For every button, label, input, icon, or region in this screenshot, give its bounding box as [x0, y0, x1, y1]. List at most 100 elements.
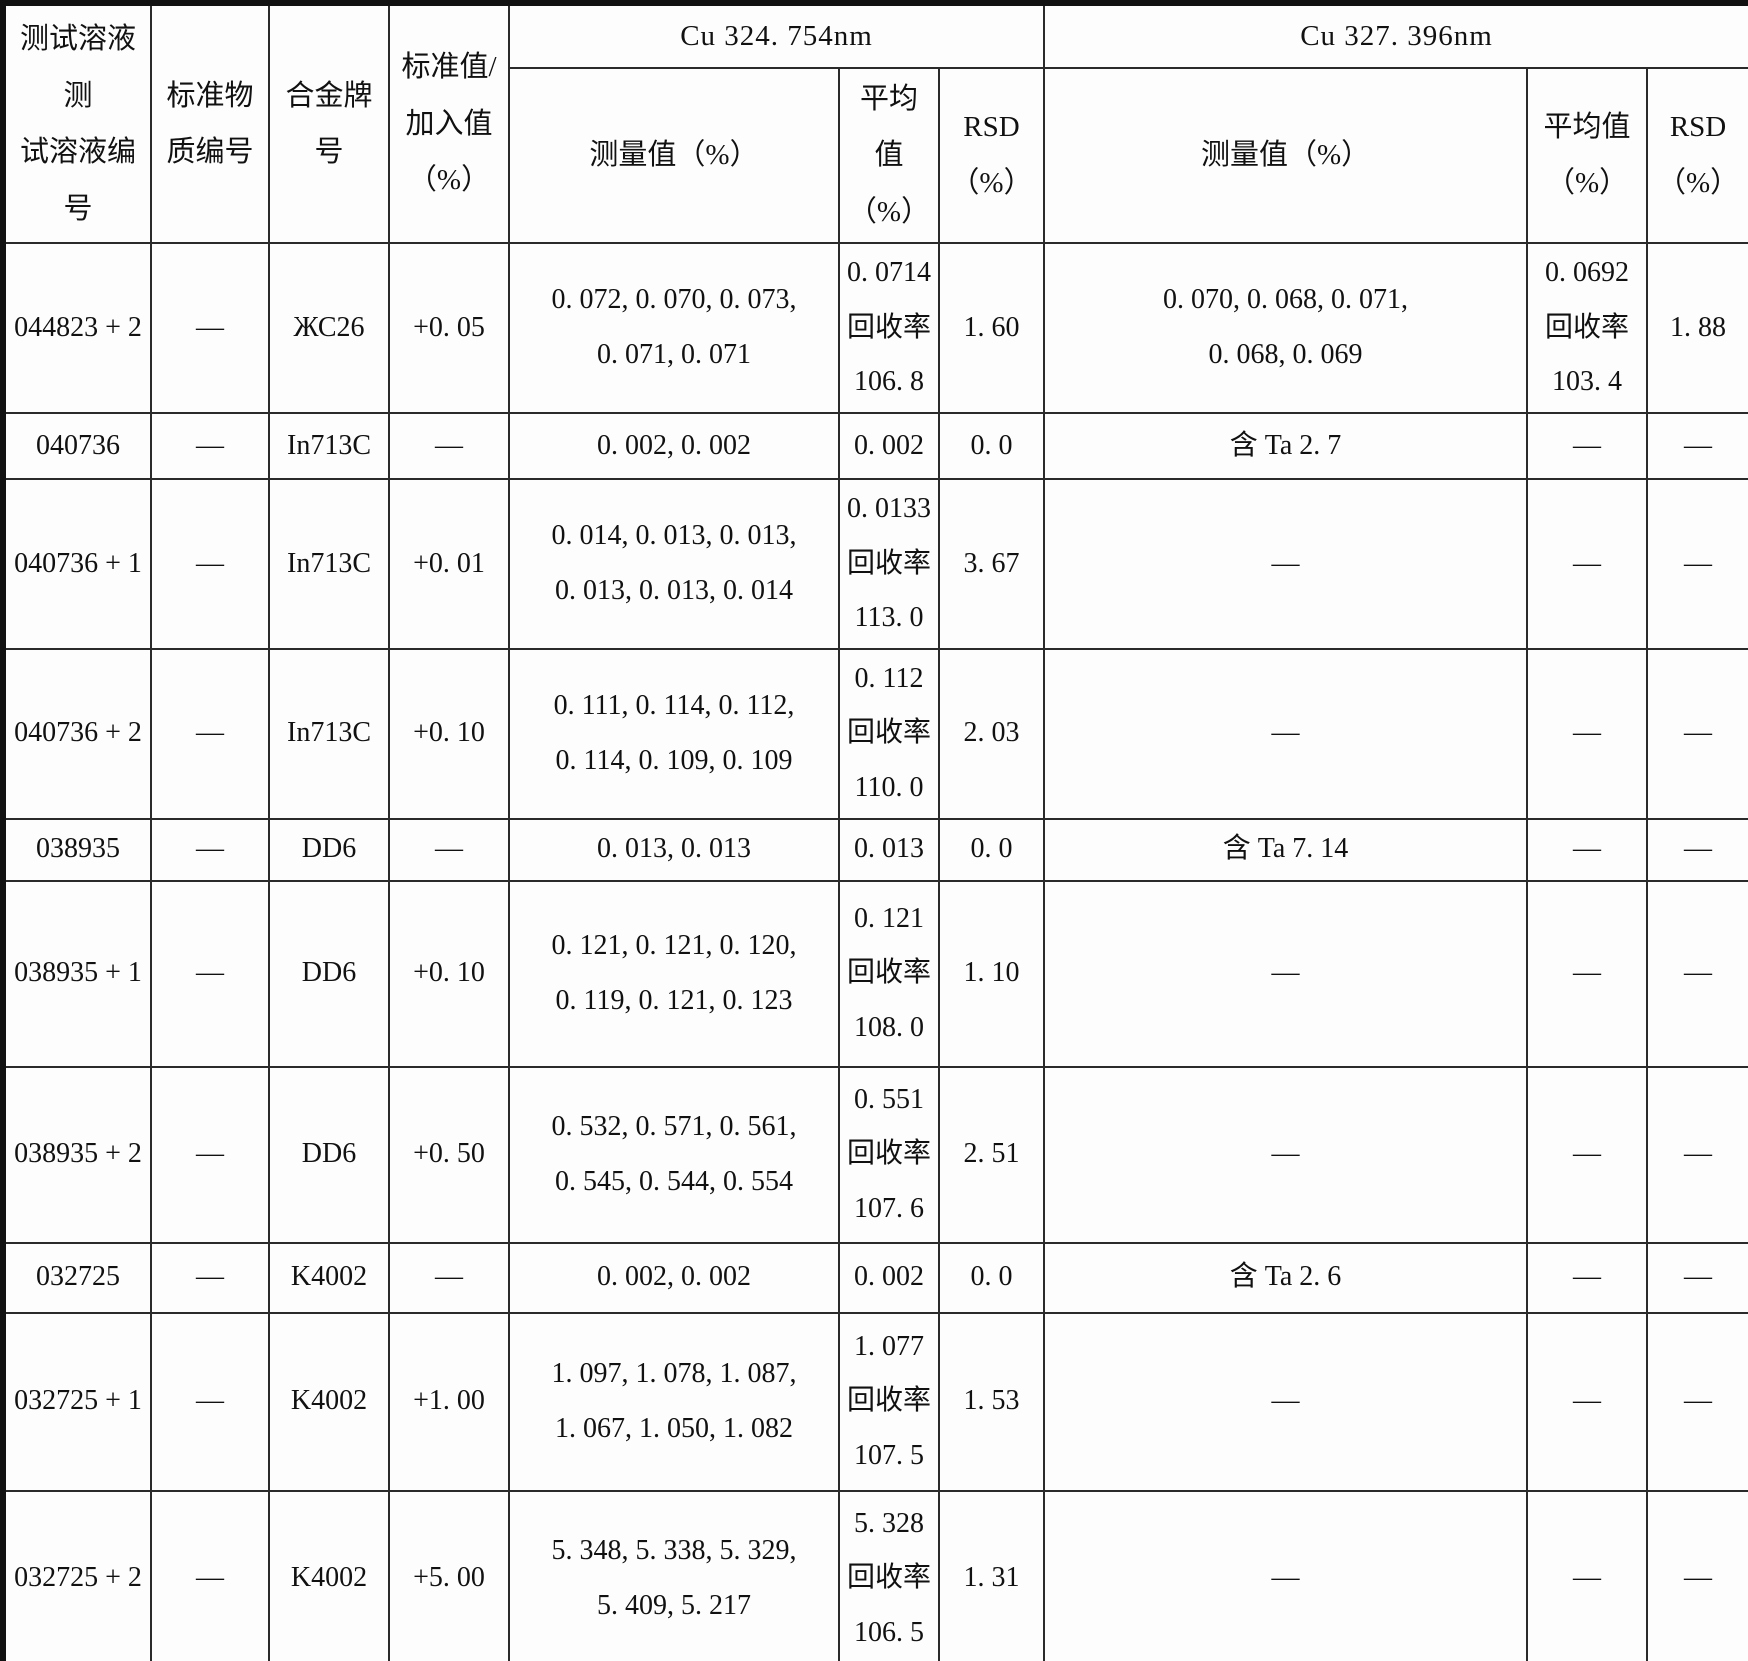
cell-average-327: —: [1526, 411, 1649, 480]
cell-rsd-327: 1. 88: [1646, 242, 1748, 414]
cell-alloy: DD6: [268, 1065, 390, 1244]
cell-rsd-327: —: [1646, 817, 1748, 882]
cell-standard-id: —: [150, 817, 270, 882]
cell-rsd-327: —: [1646, 477, 1748, 650]
header-group-cu-327: Cu 327. 396nm: [1043, 2, 1748, 69]
cell-average-327: —: [1526, 1241, 1649, 1314]
cell-sample-id: 032725: [2, 1241, 152, 1314]
cell-measured-327: 含 Ta 7. 14: [1043, 817, 1529, 882]
cell-measured-324: 0. 002, 0. 002: [508, 411, 840, 480]
cell-rsd-327: —: [1646, 647, 1748, 820]
table-row: 040736 + 2 — In713C +0. 10 0. 111, 0. 11…: [2, 647, 1748, 820]
cell-standard-id: —: [150, 1241, 270, 1314]
cell-standard-id: —: [150, 477, 270, 650]
cell-measured-324: 1. 097, 1. 078, 1. 087, 1. 067, 1. 050, …: [508, 1311, 840, 1492]
cell-rsd-327: —: [1646, 1311, 1748, 1492]
cell-added-value: +0. 05: [388, 242, 510, 414]
header-rsd-324: RSD （%）: [937, 66, 1046, 245]
cell-average-327: —: [1526, 647, 1649, 820]
cell-rsd-324: 1. 60: [937, 242, 1046, 414]
cell-added-value: —: [388, 1241, 510, 1314]
cell-standard-id: —: [150, 647, 270, 820]
cell-standard-id: —: [150, 1311, 270, 1492]
header-group-cu-324: Cu 324. 754nm: [507, 2, 1046, 69]
table-row: 044823 + 2 — ЖС26 +0. 05 0. 072, 0. 070,…: [2, 242, 1748, 414]
cell-measured-327: —: [1043, 1065, 1529, 1244]
table-row: 038935 + 2 — DD6 +0. 50 0. 532, 0. 571, …: [2, 1065, 1748, 1244]
cell-rsd-327: —: [1646, 411, 1748, 480]
cell-sample-id: 044823 + 2: [2, 242, 152, 414]
cell-rsd-324: 3. 67: [937, 477, 1046, 650]
table-row: 032725 + 2 — K4002 +5. 00 5. 348, 5. 338…: [2, 1489, 1748, 1661]
table-row: 038935 — DD6 — 0. 013, 0. 013 0. 013 0. …: [2, 817, 1748, 882]
cell-added-value: +0. 10: [388, 879, 510, 1068]
cell-measured-327: —: [1043, 1311, 1529, 1492]
cell-average-324: 0. 551 回收率 107. 6: [838, 1065, 940, 1244]
cell-measured-324: 5. 348, 5. 338, 5. 329, 5. 409, 5. 217: [508, 1489, 840, 1661]
header-standard-id: 标准物 质编号: [150, 1, 270, 245]
cell-sample-id: 032725 + 1: [2, 1311, 152, 1492]
cell-average-324: 0. 002: [838, 411, 940, 480]
cell-rsd-324: 1. 31: [937, 1489, 1046, 1661]
cell-added-value: —: [388, 817, 510, 882]
cell-rsd-324: 1. 10: [937, 879, 1046, 1068]
header-measured-327: 测量值（%）: [1043, 66, 1529, 245]
header-measured-324: 测量值（%）: [508, 66, 840, 245]
cell-sample-id: 040736 + 2: [2, 647, 152, 820]
cell-alloy: ЖС26: [268, 242, 390, 414]
cell-average-327: —: [1526, 1311, 1649, 1492]
cell-standard-id: —: [150, 1489, 270, 1661]
cell-average-324: 0. 112 回收率 110. 0: [838, 647, 940, 820]
cell-rsd-327: —: [1646, 879, 1748, 1068]
cell-measured-324: 0. 072, 0. 070, 0. 073, 0. 071, 0. 071: [508, 242, 840, 414]
cell-average-327: 0. 0692 回收率 103. 4: [1526, 242, 1649, 414]
cell-standard-id: —: [150, 242, 270, 414]
cell-rsd-324: 0. 0: [937, 411, 1046, 480]
header-row-sub: 测量值（%） 平均值 （%） RSD （%） 测量值（%） 平均值 （%） RS…: [3, 66, 1748, 245]
cell-average-327: —: [1526, 1065, 1649, 1244]
cell-average-327: —: [1526, 1489, 1649, 1661]
cell-added-value: +0. 10: [388, 647, 510, 820]
cell-measured-324: 0. 013, 0. 013: [508, 817, 840, 882]
cell-sample-id: 038935 + 1: [2, 879, 152, 1068]
table-row: 038935 + 1 — DD6 +0. 10 0. 121, 0. 121, …: [2, 879, 1748, 1068]
cell-average-324: 0. 013: [838, 817, 940, 882]
cell-sample-id: 040736 + 1: [2, 477, 152, 650]
cell-measured-324: 0. 111, 0. 114, 0. 112, 0. 114, 0. 109, …: [508, 647, 840, 820]
cell-standard-id: —: [150, 1065, 270, 1244]
header-rsd-327: RSD （%）: [1646, 66, 1748, 245]
cell-sample-id: 032725 + 2: [2, 1489, 152, 1661]
cell-alloy: In713C: [268, 647, 390, 820]
cell-average-324: 0. 0133 回收率 113. 0: [838, 477, 940, 650]
cell-alloy: In713C: [268, 477, 390, 650]
header-added-value: 标准值/ 加入值 （%）: [388, 1, 510, 245]
cell-average-327: —: [1526, 817, 1649, 882]
cell-measured-327: 含 Ta 2. 6: [1043, 1241, 1529, 1314]
cell-rsd-327: —: [1646, 1241, 1748, 1314]
cell-measured-324: 0. 014, 0. 013, 0. 013, 0. 013, 0. 013, …: [508, 477, 840, 650]
cell-alloy: K4002: [268, 1311, 390, 1492]
cell-average-324: 1. 077 回收率 107. 5: [838, 1311, 940, 1492]
cell-alloy: DD6: [268, 817, 390, 882]
header-average-327: 平均值 （%）: [1526, 66, 1649, 245]
cell-average-327: —: [1526, 879, 1649, 1068]
cell-added-value: +1. 00: [388, 1311, 510, 1492]
cell-measured-327: —: [1043, 477, 1529, 650]
cell-measured-324: 0. 532, 0. 571, 0. 561, 0. 545, 0. 544, …: [508, 1065, 840, 1244]
cell-rsd-324: 2. 03: [937, 647, 1046, 820]
cell-rsd-324: 2. 51: [937, 1065, 1046, 1244]
cell-measured-327: 0. 070, 0. 068, 0. 071, 0. 068, 0. 069: [1043, 242, 1529, 414]
cell-rsd-324: 1. 53: [937, 1311, 1046, 1492]
cell-measured-324: 0. 002, 0. 002: [508, 1241, 840, 1314]
header-alloy: 合金牌号: [268, 1, 390, 245]
cell-average-324: 5. 328 回收率 106. 5: [838, 1489, 940, 1661]
cell-rsd-324: 0. 0: [937, 817, 1046, 882]
cell-average-324: 0. 002: [838, 1241, 940, 1314]
table-row: 032725 + 1 — K4002 +1. 00 1. 097, 1. 078…: [2, 1311, 1748, 1492]
cell-alloy: In713C: [268, 411, 390, 480]
cell-alloy: K4002: [268, 1489, 390, 1661]
cell-sample-id: 040736: [2, 411, 152, 480]
cell-alloy: K4002: [268, 1241, 390, 1314]
